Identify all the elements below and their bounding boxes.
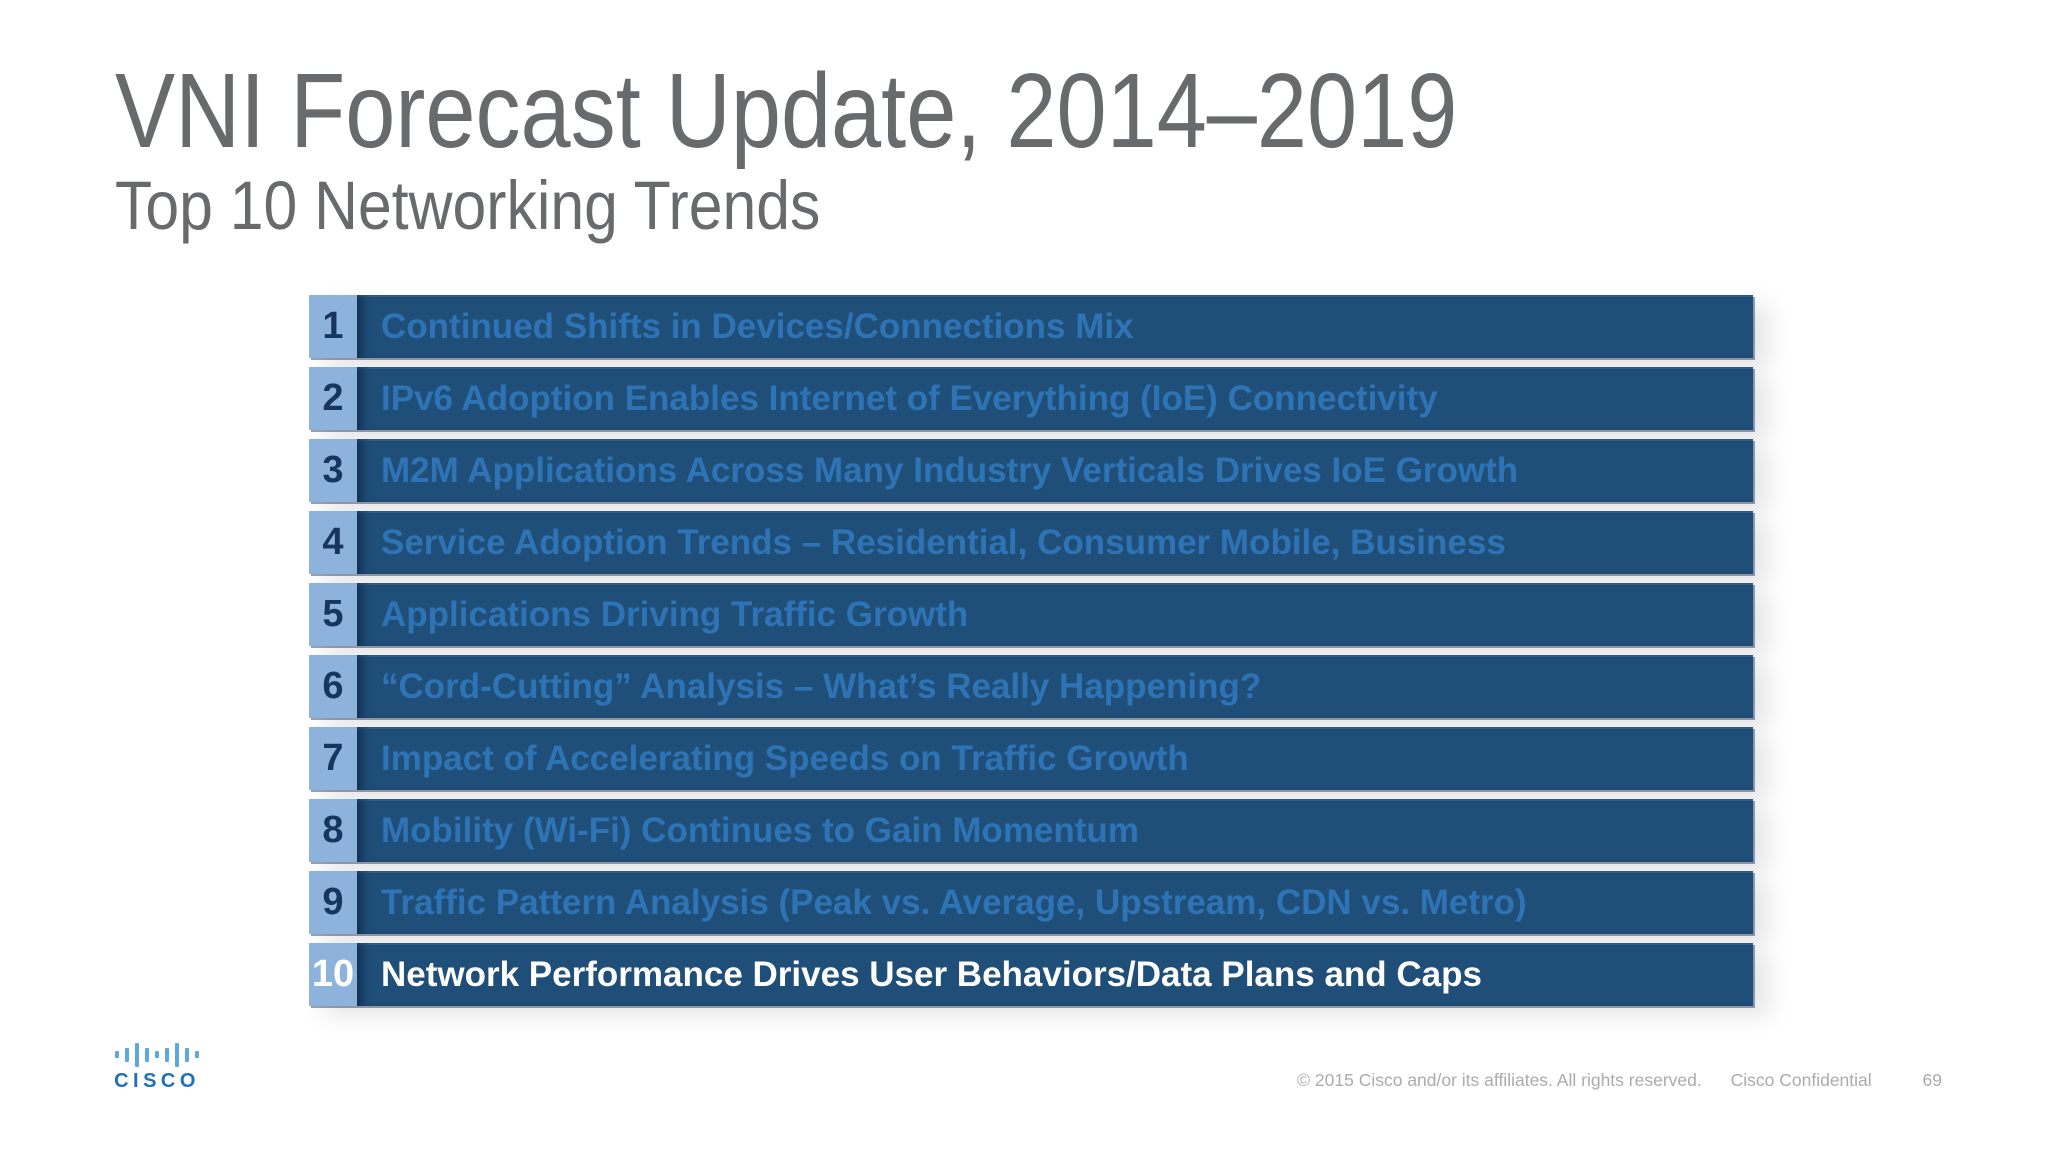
trend-number: 6 [309, 655, 357, 718]
trend-label: Applications Driving Traffic Growth [357, 583, 1753, 646]
trend-label-text: Continued Shifts in Devices/Connections … [381, 306, 1134, 346]
trend-label: Mobility (Wi-Fi) Continues to Gain Momen… [357, 799, 1753, 862]
trend-number: 7 [309, 727, 357, 790]
trend-label-text: Network Performance Drives User Behavior… [381, 954, 1482, 994]
trend-row: 9 Traffic Pattern Analysis (Peak vs. Ave… [309, 871, 1753, 934]
trend-label-text: Mobility (Wi-Fi) Continues to Gain Momen… [381, 810, 1139, 850]
trend-label: Impact of Accelerating Speeds on Traffic… [357, 727, 1753, 790]
page-title: VNI Forecast Update, 2014–2019 [115, 52, 1458, 170]
page-subtitle: Top 10 Networking Trends [115, 167, 821, 244]
trend-number: 4 [309, 511, 357, 574]
trend-label: Service Adoption Trends – Residential, C… [357, 511, 1753, 574]
cisco-bridge-icon [108, 1042, 206, 1067]
trend-number: 2 [309, 367, 357, 430]
trends-list: 1 Continued Shifts in Devices/Connection… [309, 295, 1753, 1015]
trend-label: M2M Applications Across Many Industry Ve… [357, 439, 1753, 502]
trend-label-text: “Cord-Cutting” Analysis – What’s Really … [381, 666, 1262, 706]
trend-row: 5 Applications Driving Traffic Growth [309, 583, 1753, 646]
trend-row: 3 M2M Applications Across Many Industry … [309, 439, 1753, 502]
trend-label: Continued Shifts in Devices/Connections … [357, 295, 1753, 358]
trend-label: Network Performance Drives User Behavior… [357, 943, 1753, 1006]
trend-label: IPv6 Adoption Enables Internet of Everyt… [357, 367, 1753, 430]
copyright-text: © 2015 Cisco and/or its affiliates. All … [1297, 1070, 1702, 1090]
trend-row: 6 “Cord-Cutting” Analysis – What’s Reall… [309, 655, 1753, 718]
trend-number: 10 [309, 943, 357, 1006]
page-number: 69 [1922, 1070, 1942, 1090]
footer: © 2015 Cisco and/or its affiliates. All … [1297, 1070, 1942, 1091]
trend-row: 7 Impact of Accelerating Speeds on Traff… [309, 727, 1753, 790]
confidential-text: Cisco Confidential [1730, 1070, 1872, 1090]
trend-number: 1 [309, 295, 357, 358]
cisco-logo: CISCO [108, 1042, 206, 1093]
trend-row: 4 Service Adoption Trends – Residential,… [309, 511, 1753, 574]
trend-label-text: Impact of Accelerating Speeds on Traffic… [381, 738, 1189, 778]
cisco-logo-text: CISCO [114, 1070, 200, 1092]
trend-number: 9 [309, 871, 357, 934]
trend-row: 10 Network Performance Drives User Behav… [309, 943, 1753, 1006]
trend-label: Traffic Pattern Analysis (Peak vs. Avera… [357, 871, 1753, 934]
trend-row: 1 Continued Shifts in Devices/Connection… [309, 295, 1753, 358]
trend-label-text: Service Adoption Trends – Residential, C… [381, 522, 1506, 562]
trend-label-text: Traffic Pattern Analysis (Peak vs. Avera… [381, 882, 1527, 922]
trend-number: 3 [309, 439, 357, 502]
trend-label: “Cord-Cutting” Analysis – What’s Really … [357, 655, 1753, 718]
trend-label-text: M2M Applications Across Many Industry Ve… [381, 450, 1519, 490]
trend-number: 5 [309, 583, 357, 646]
trend-number: 8 [309, 799, 357, 862]
trend-label-text: Applications Driving Traffic Growth [381, 594, 969, 634]
trend-row: 8 Mobility (Wi-Fi) Continues to Gain Mom… [309, 799, 1753, 862]
trend-label-text: IPv6 Adoption Enables Internet of Everyt… [381, 378, 1438, 418]
trend-row: 2 IPv6 Adoption Enables Internet of Ever… [309, 367, 1753, 430]
